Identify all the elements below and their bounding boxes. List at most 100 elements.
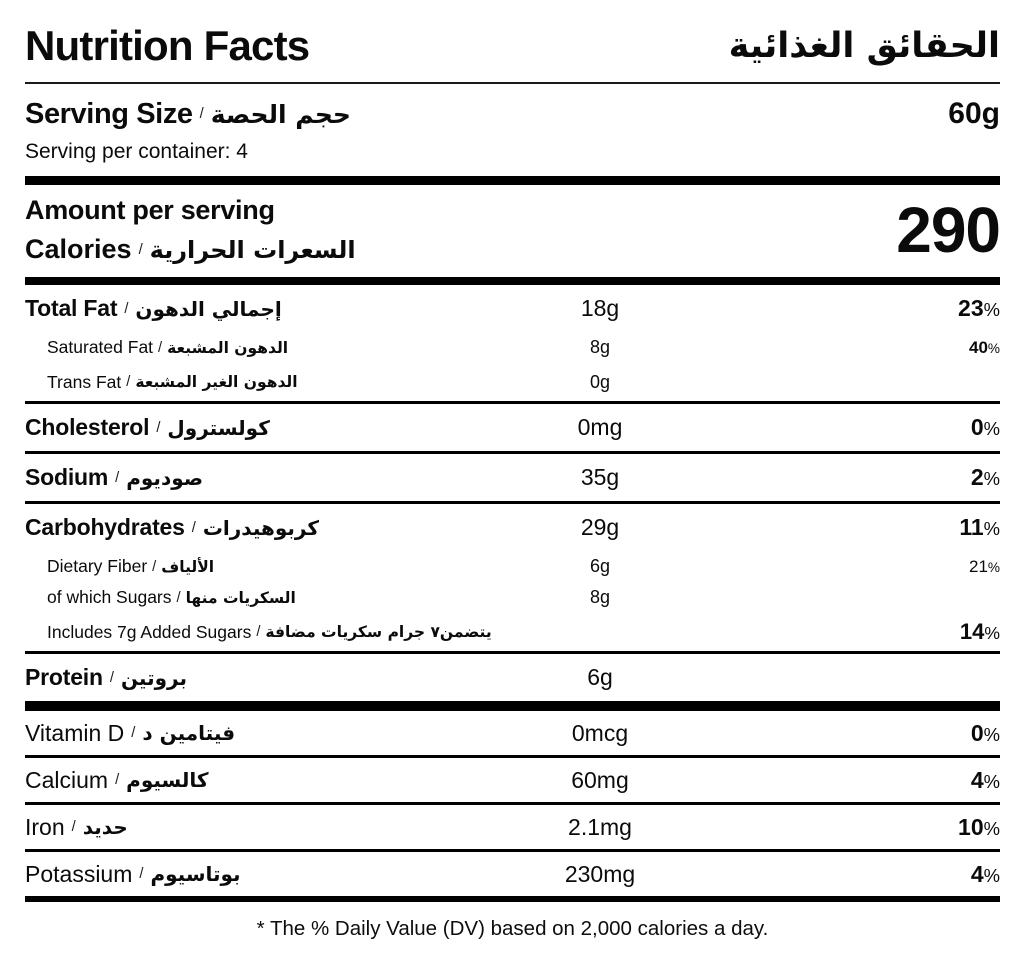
slash-separator: / [191, 519, 196, 536]
nutrient-label-ar: بوتاسيوم [150, 862, 241, 886]
serving-size-label: Serving Size / حجم الحصة [25, 98, 351, 131]
nutrient-label-en: Sodium [25, 464, 109, 490]
nutrition-facts-label: Nutrition Facts الحقائق الغذائية Serving… [25, 16, 1001, 940]
dv-number: 21 [968, 556, 988, 576]
nutrient-label-en: Dietary Fiber [47, 556, 148, 576]
header-divider [25, 82, 1000, 84]
row-protein: Protein / بروتين 6g [25, 651, 1000, 701]
row-trans-fat: Trans Fat / الدهون الغير المشبعة 0g [25, 363, 1000, 401]
nutrient-dv: 4% [695, 861, 1000, 888]
nutrient-label-en: Vitamin D [25, 719, 125, 746]
nutrient-label-ar: صوديوم [126, 465, 204, 490]
dv-number: 40 [968, 337, 988, 357]
row-potassium: Potassium / بوتاسيوم 230mg 4% [25, 849, 1000, 896]
percent-sign: % [987, 559, 1000, 575]
nutrient-label-en: Potassium [25, 860, 133, 887]
section-bar-thick [25, 277, 1000, 285]
nutrient-dv: 10% [695, 814, 1000, 841]
nutrient-label: Sodium / صوديوم [25, 464, 505, 491]
nutrient-amount: 29g [580, 514, 620, 540]
nutrient-label-ar: الألياف [161, 557, 215, 576]
nutrient-dv: 23% [695, 295, 1000, 322]
dv-number: 14 [959, 619, 985, 644]
section-bar-thick [25, 176, 1000, 185]
nutrient-label: Protein / بروتين [25, 664, 505, 691]
section-bar-thick [25, 896, 1000, 902]
percent-sign: % [984, 623, 1000, 643]
nutrient-dv: 0% [695, 414, 1000, 441]
calories-section: Amount per serving Calories / السعرات ال… [25, 185, 1001, 277]
nutrient-label-ar: بروتين [120, 665, 187, 690]
dv-number: 0 [970, 719, 984, 746]
percent-sign: % [983, 817, 1000, 839]
nutrient-amount: 230mg [564, 860, 636, 887]
slash-separator: / [115, 469, 120, 486]
row-iron: Iron / حديد 2.1mg 10% [25, 802, 1000, 849]
percent-sign: % [983, 468, 1000, 489]
percent-sign: % [983, 770, 1000, 792]
row-cholesterol: Cholesterol / كولسترول 0mg 0% [25, 401, 1000, 451]
slash-separator: / [71, 819, 76, 835]
dv-number: 2 [970, 464, 984, 490]
nutrient-label: Carbohydrates / كربوهيدرات [25, 514, 505, 541]
title-english: Nutrition Facts [25, 22, 310, 69]
label-header: Nutrition Facts الحقائق الغذائية [25, 16, 1000, 82]
nutrient-label-en: Total Fat [25, 295, 118, 321]
calories-label: Calories / السعرات الحرارية [25, 226, 356, 265]
percent-sign: % [983, 299, 1000, 320]
slash-separator: / [158, 339, 163, 356]
nutrient-label-ar: فيتامين د [142, 721, 236, 745]
nutrient-dv: 2% [695, 464, 1000, 491]
calories-label-ar: السعرات الحرارية [149, 235, 356, 264]
nutrient-label-en: Trans Fat [47, 371, 122, 392]
servings-per-container: Serving per container: 4 [25, 140, 248, 163]
nutrient-dv: 21% [695, 557, 1000, 577]
nutrient-label-ar: كولسترول [167, 415, 270, 440]
nutrient-label-en: of which Sugars [47, 587, 172, 607]
nutrient-dv: 0% [695, 720, 1000, 747]
nutrient-label: of which Sugars / السكريات منها [25, 587, 505, 608]
serving-size-row: Serving Size / حجم الحصة 60g [25, 84, 1000, 138]
nutrient-label-ar: السكريات منها [185, 588, 296, 607]
slash-separator: / [176, 589, 181, 606]
nutrient-label-ar: حديد [82, 815, 128, 839]
percent-sign: % [987, 340, 1000, 356]
nutrient-amount: 2.1mg [568, 813, 632, 840]
nutrient-label: Includes 7g Added Sugars / يتضمن٧ جرام س… [25, 622, 505, 643]
row-carbohydrates: Carbohydrates / كربوهيدرات 29g 11% [25, 501, 1000, 551]
nutrient-label: Dietary Fiber / الألياف [25, 556, 505, 577]
nutrient-amount: 0g [589, 371, 611, 392]
row-vitamin-d: Vitamin D / فيتامين د 0mcg 0% [25, 711, 1000, 755]
nutrient-dv: 11% [695, 514, 1000, 541]
row-dietary-fiber: Dietary Fiber / الألياف 6g 21% [25, 551, 1000, 582]
nutrient-label-en: Calcium [25, 766, 109, 793]
percent-sign: % [983, 864, 1000, 886]
row-added-sugars: Includes 7g Added Sugars / يتضمن٧ جرام س… [25, 613, 1000, 651]
slash-separator: / [124, 300, 129, 317]
dv-number: 4 [970, 860, 984, 887]
nutrient-dv: 14% [695, 619, 1000, 645]
section-bar-thick [25, 701, 1000, 711]
slash-separator: / [199, 106, 204, 122]
nutrient-label-ar: الدهون الغير المشبعة [135, 373, 298, 391]
nutrient-label: Vitamin D / فيتامين د [25, 720, 505, 747]
nutrient-amount: 8g [589, 587, 611, 607]
percent-sign: % [983, 518, 1000, 539]
nutrient-label: Trans Fat / الدهون الغير المشبعة [25, 372, 505, 393]
nutrient-label: Total Fat / إجمالي الدهون [25, 295, 505, 322]
nutrient-amount: 18g [580, 295, 620, 321]
slash-separator: / [131, 725, 136, 741]
nutrient-label-ar: كربوهيدرات [202, 515, 319, 540]
nutrient-label: Potassium / بوتاسيوم [25, 861, 505, 888]
dv-number: 11 [959, 514, 984, 540]
slash-separator: / [156, 419, 161, 436]
calories-label-en: Calories [25, 234, 132, 264]
row-sodium: Sodium / صوديوم 35g 2% [25, 451, 1000, 501]
nutrient-amount: 0mcg [571, 719, 629, 746]
row-calcium: Calcium / كالسيوم 60mg 4% [25, 755, 1000, 802]
slash-separator: / [152, 558, 157, 575]
daily-value-footnote: * The % Daily Value (DV) based on 2,000 … [256, 917, 769, 940]
nutrient-dv: 4% [695, 767, 1000, 794]
percent-sign: % [983, 723, 1000, 745]
nutrient-amount: 8g [589, 337, 611, 357]
